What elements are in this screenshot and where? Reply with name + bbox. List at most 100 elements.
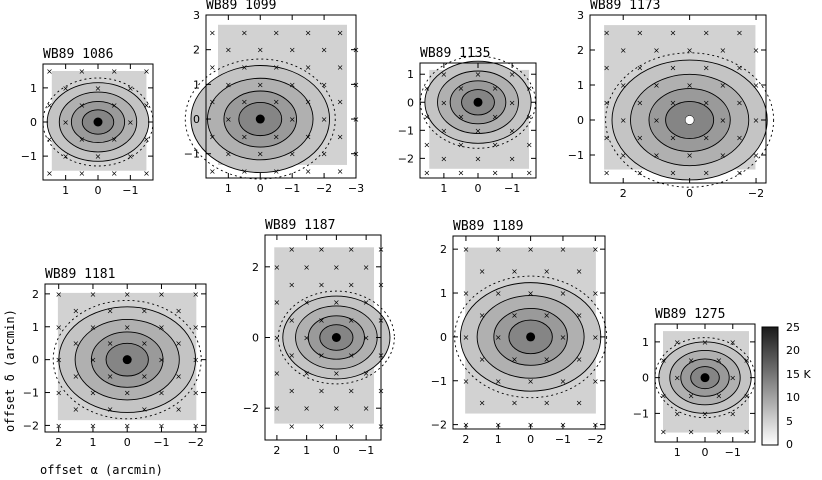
observed-position-mark: × [209,63,216,72]
panel-title: WB89 1189 [453,219,523,234]
observed-position-mark: × [321,150,328,159]
observed-position-mark: × [423,140,430,149]
observed-position-mark: × [62,152,69,161]
observed-position-mark: × [321,115,328,124]
observed-position-mark: × [653,116,660,125]
observed-position-mark: × [441,154,448,163]
observed-position-mark: × [509,126,516,135]
observed-position-mark: × [509,154,516,163]
observed-position-mark: × [318,422,325,431]
observed-position-mark: × [363,298,370,307]
source-position [526,332,536,342]
observed-position-mark: × [192,323,199,332]
y-tick-label: 2 [577,44,584,57]
observed-position-mark: × [670,29,677,38]
observed-position-mark: × [743,356,750,365]
panel-title: WB89 1275 [655,307,725,322]
observed-position-mark: × [653,46,660,55]
observed-position-mark: × [90,389,97,398]
observed-position-mark: × [576,355,583,364]
x-tick-label: 0 [124,436,131,449]
colorbar-tick: 0 [786,438,793,451]
contour-dotted [277,290,395,385]
observed-position-mark: × [288,280,295,289]
x-tick-label: 1 [62,184,69,197]
observed-position-mark: × [111,135,118,144]
panel-title: WB89 1086 [43,47,113,62]
observed-position-mark: × [592,333,599,342]
observed-position-mark: × [111,67,118,76]
observed-position-mark: × [55,323,62,332]
observed-position-mark: × [158,356,165,365]
observed-position-mark: × [348,316,355,325]
y-tick-label: −2 [431,419,447,432]
observed-position-mark: × [560,377,567,386]
observed-position-mark: × [653,81,660,90]
source-position [255,114,265,124]
source-position [473,97,483,107]
observed-position-mark: × [576,399,583,408]
observed-position-mark: × [192,356,199,365]
y-tick-label: −2 [243,402,259,415]
observed-position-mark: × [719,151,726,160]
observed-position-mark: × [143,67,150,76]
observed-position-mark: × [660,427,667,436]
observed-position-mark: × [303,404,310,413]
observed-position-mark: × [576,267,583,276]
x-tick-label: 1 [225,182,232,195]
observed-position-mark: × [753,116,760,125]
observed-position-mark: × [560,289,567,298]
observed-position-mark: × [46,67,53,76]
observed-position-mark: × [273,167,280,176]
observed-position-mark: × [527,289,534,298]
observed-position-mark: × [274,263,281,272]
y-tick-label: −2 [398,152,414,165]
observed-position-mark: × [423,112,430,121]
x-tick-label: 2 [55,436,62,449]
observed-position-mark: × [479,399,486,408]
observed-position-mark: × [670,64,677,73]
observed-position-mark: × [543,399,550,408]
panel-title: WB89 1181 [45,267,115,282]
observed-position-mark: × [124,290,131,299]
observed-position-mark: × [321,46,328,55]
observed-position-mark: × [423,168,430,177]
observed-position-mark: × [526,168,533,177]
observed-position-mark: × [743,392,750,401]
observed-position-mark: × [736,99,743,108]
observed-position-mark: × [753,151,760,160]
panel-title: WB89 1173 [590,0,660,13]
observed-position-mark: × [288,387,295,396]
observed-position-mark: × [127,84,134,93]
x-tick-label: 1 [89,436,96,449]
observed-position-mark: × [479,355,486,364]
observed-position-mark: × [620,151,627,160]
y-tick-label: 1 [193,78,200,91]
observed-position-mark: × [603,64,610,73]
observed-position-mark: × [636,99,643,108]
observed-position-mark: × [107,405,114,414]
observed-position-mark: × [209,167,216,176]
observed-position-mark: × [511,355,518,364]
observed-position-mark: × [241,28,248,37]
x-tick-label: 1 [495,433,502,446]
observed-position-mark: × [318,351,325,360]
observed-position-mark: × [511,399,518,408]
observed-position-mark: × [603,99,610,108]
observed-position-mark: × [175,306,182,315]
observed-position-mark: × [124,389,131,398]
panel-5: ××××××××××××××××××××××××××××××××××××××××… [243,218,395,457]
observed-position-mark: × [348,351,355,360]
y-tick-label: 2 [193,44,200,57]
observed-position-mark: × [509,70,516,79]
observed-position-mark: × [729,409,736,418]
observed-position-mark: × [509,98,516,107]
plot-frame [452,235,606,430]
observed-position-mark: × [729,338,736,347]
observed-position-mark: × [479,311,486,320]
observed-position-mark: × [62,84,69,93]
y-tick-label: 0 [642,372,649,385]
x-tick-label: 0 [95,184,102,197]
observed-position-mark: × [90,290,97,299]
observed-position-mark: × [670,134,677,143]
